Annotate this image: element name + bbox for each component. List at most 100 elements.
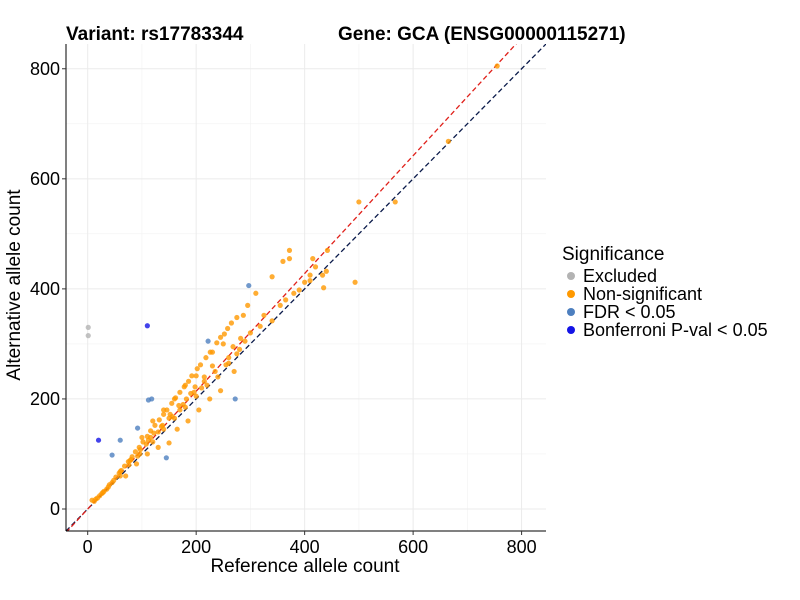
point-non-significant [247, 330, 254, 336]
reference-line-fit [66, 44, 517, 531]
point-non-significant [269, 318, 275, 324]
variant-title: Variant: rs17783344 [66, 24, 244, 45]
point-non-significant [127, 457, 133, 464]
point-non-significant [209, 349, 216, 355]
point-non-significant [183, 396, 190, 402]
x-axis-label: Reference allele count [210, 556, 400, 577]
point-non-significant [207, 396, 213, 402]
point-fdr-0-05 [163, 455, 169, 461]
point-non-significant [171, 396, 178, 402]
point-non-significant [201, 378, 207, 384]
point-non-significant [143, 441, 149, 447]
point-non-significant [166, 440, 172, 446]
point-non-significant [201, 374, 207, 380]
legend-label-excluded: Excluded [583, 266, 658, 286]
point-non-significant [307, 278, 313, 284]
point-non-significant [352, 279, 358, 285]
point-non-significant [196, 407, 202, 413]
point-non-significant [307, 272, 313, 278]
point-non-significant [245, 302, 251, 308]
point-non-significant [225, 325, 231, 332]
point-non-significant [286, 247, 293, 253]
point-non-significant [217, 334, 224, 340]
point-non-significant [155, 444, 161, 450]
point-non-significant [192, 384, 198, 390]
legend-key-bonferroni-icon [567, 326, 575, 334]
point-non-significant [151, 430, 157, 436]
data-points [85, 63, 500, 504]
point-non-significant [169, 400, 175, 406]
point-non-significant [221, 331, 227, 337]
point-non-significant [228, 320, 235, 326]
gene-title: Gene: GCA (ENSG00000115271) [338, 24, 626, 45]
point-non-significant [302, 279, 308, 285]
legend-label-non-significant: Non-significant [583, 284, 703, 304]
point-non-significant [214, 340, 220, 346]
point-excluded [85, 324, 91, 330]
point-non-significant [261, 312, 267, 318]
point-non-significant [291, 290, 297, 296]
point-non-significant [223, 362, 229, 368]
point-fdr-0-05 [232, 396, 238, 402]
reference-lines [66, 44, 546, 531]
point-non-significant [324, 247, 331, 253]
point-non-significant [234, 351, 240, 357]
point-non-significant [193, 373, 199, 379]
point-non-significant [312, 264, 319, 270]
point-non-significant [194, 366, 200, 372]
legend-item-non-significant: Non-significant [562, 285, 768, 303]
point-non-significant [231, 368, 237, 375]
point-non-significant [283, 297, 289, 303]
legend-item-fdr: FDR < 0.05 [562, 303, 768, 321]
x-tick-labels: 0 200 400 600 800 [83, 537, 537, 557]
point-non-significant [156, 417, 162, 423]
point-non-significant [321, 285, 327, 291]
legend-key-excluded-icon [567, 272, 575, 280]
point-non-significant [189, 373, 195, 379]
point-non-significant [445, 138, 451, 144]
point-non-significant [215, 374, 221, 380]
point-non-significant [296, 287, 302, 293]
y-tick-label: 800 [30, 59, 60, 79]
point-non-significant [176, 402, 182, 409]
point-non-significant [139, 434, 145, 441]
x-tick-label: 600 [398, 537, 428, 557]
grid-lines [66, 44, 546, 531]
point-non-significant [152, 422, 158, 428]
point-non-significant [212, 368, 218, 375]
point-non-significant [180, 401, 186, 408]
point-non-significant [169, 413, 175, 420]
point-non-significant [193, 393, 199, 399]
point-non-significant [392, 199, 398, 205]
point-non-significant [494, 63, 500, 69]
point-non-significant [144, 451, 150, 457]
y-tick-label: 200 [30, 389, 60, 409]
point-non-significant [217, 388, 224, 394]
legend-title: Significance [562, 244, 665, 265]
point-non-significant [323, 268, 329, 274]
point-non-significant [177, 389, 183, 395]
x-tick-label: 200 [181, 537, 211, 557]
point-non-significant [319, 272, 326, 278]
point-non-significant [104, 486, 110, 492]
point-non-significant [220, 341, 226, 347]
point-non-significant [174, 426, 180, 432]
point-fdr-0-05 [205, 338, 211, 344]
y-tick-label: 0 [50, 499, 60, 519]
point-non-significant [209, 363, 216, 369]
point-non-significant [234, 314, 240, 321]
point-excluded [85, 333, 91, 339]
point-non-significant [356, 199, 362, 205]
point-bonferroni-p-val-0-05 [95, 437, 102, 443]
point-non-significant [100, 489, 106, 496]
point-non-significant [116, 470, 122, 476]
point-non-significant [277, 302, 283, 308]
point-non-significant [182, 382, 188, 388]
point-non-significant [150, 439, 156, 445]
point-fdr-0-05 [145, 397, 152, 403]
point-non-significant [226, 355, 232, 361]
legend-key-non-significant-icon [567, 290, 575, 298]
x-tick-label: 0 [83, 537, 93, 557]
y-tick-labels: 0 200 400 600 800 [30, 59, 60, 519]
